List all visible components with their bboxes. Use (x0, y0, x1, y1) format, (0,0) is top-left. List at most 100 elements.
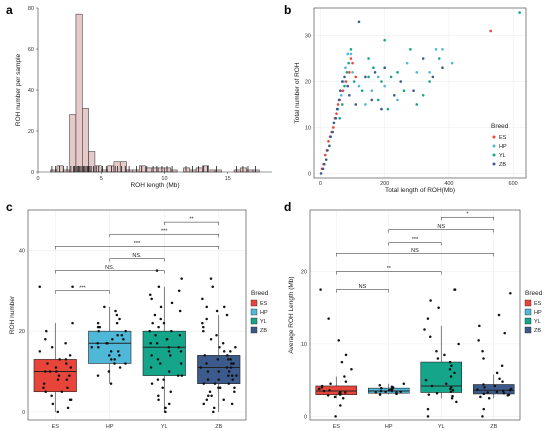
point-YL-32 (151, 321, 154, 325)
histogram-bar-1 (56, 165, 64, 173)
histogram-bar-17 (157, 167, 165, 173)
point-HP-10 (387, 389, 391, 392)
point-HP-26 (96, 321, 100, 325)
point-ZB-29 (230, 362, 233, 365)
point-YL-3 (450, 397, 454, 400)
point-HP-12 (97, 346, 100, 349)
point-HP-6 (351, 71, 354, 74)
histogram-bar-29 (252, 169, 260, 173)
point-ZB-16 (348, 93, 351, 97)
point-ZB-34 (226, 354, 229, 357)
point-ZB-28 (431, 75, 435, 79)
box-YL (420, 361, 463, 393)
point-YL-6 (435, 391, 439, 395)
point-ZB-42 (215, 333, 218, 337)
point-HP-7 (109, 358, 113, 361)
x-tick-label-2: 10 (161, 176, 167, 182)
point-ES-10 (336, 103, 340, 106)
point-ZB-46 (205, 317, 208, 321)
legend-label-ZB: ZB (534, 328, 541, 334)
point-ZB-41 (209, 337, 213, 341)
legend-label-ES: ES (260, 301, 268, 307)
point-YL-10 (180, 374, 184, 377)
point-YL-25 (426, 317, 430, 320)
x-tick-label-ES: ES (52, 424, 60, 430)
y-axis-label: Average ROH Length (Mb) (288, 276, 295, 353)
panel-label-c: c (6, 200, 13, 214)
point-ZB-47 (225, 313, 229, 317)
point-ZB-28 (205, 362, 208, 365)
point-ES-1 (339, 404, 342, 407)
point-YL-4 (157, 394, 160, 398)
point-ES-28 (44, 337, 47, 341)
point-YL-36 (178, 309, 182, 313)
legend-label-ES: ES (499, 135, 507, 141)
point-YL-18 (169, 354, 172, 357)
point-YL-23 (428, 335, 432, 338)
point-YL-20 (443, 353, 446, 357)
point-ES-18 (54, 366, 58, 369)
point-ZB-23 (383, 66, 386, 70)
point-YL-42 (157, 285, 161, 288)
point-ZB-17 (501, 380, 504, 383)
histogram-bar-2 (63, 169, 70, 173)
point-ES-8 (42, 386, 45, 389)
histogram-bar-3 (69, 114, 77, 173)
x-tick-label-3: 15 (225, 176, 231, 182)
point-ES-14 (348, 71, 351, 74)
point-ZB-26 (225, 366, 229, 369)
point-ES-29 (45, 329, 48, 333)
point-YL-1 (340, 103, 344, 106)
point-HP-29 (114, 309, 117, 313)
legend-swatch-HP (524, 308, 532, 316)
significance-label-4: NS (437, 224, 445, 230)
point-YL-6 (352, 80, 356, 83)
point-YL-22 (167, 346, 171, 349)
y-axis-label: Total number of ROH (294, 62, 301, 123)
point-ZB-0 (319, 172, 323, 175)
point-HP-18 (450, 61, 454, 65)
point-YL-17 (450, 364, 453, 367)
point-ZB-3 (479, 395, 482, 399)
point-ZB-19 (495, 371, 499, 375)
y-tick-label-2: 20 (305, 80, 311, 86)
y-tick-label-1: 20 (28, 129, 34, 135)
significance-label-2: NS (411, 248, 419, 254)
point-ZB-16 (482, 383, 485, 386)
x-tick-label-1: 200 (380, 181, 389, 187)
point-ZB-53 (215, 309, 219, 313)
histogram-bar-22 (195, 167, 203, 173)
point-YL-14 (449, 375, 453, 378)
significance-label-4: *** (161, 229, 168, 235)
point-YL-9 (156, 378, 160, 381)
point-YL-15 (158, 362, 162, 365)
legend-swatch-YL (524, 317, 532, 325)
x-tick-label-0: 0 (36, 176, 39, 182)
point-YL-7 (449, 390, 453, 394)
legend-swatch-ZB (524, 326, 532, 334)
point-YL-6 (161, 386, 164, 389)
y-tick-label-0: 0 (31, 170, 34, 176)
point-ES-16 (55, 370, 58, 373)
significance-bracket-4 (388, 229, 494, 233)
point-ZB-32 (216, 358, 220, 361)
significance-bracket-4 (109, 233, 219, 238)
point-YL-29 (453, 288, 456, 291)
box-HP (88, 330, 132, 364)
point-ZB-25 (229, 366, 233, 369)
point-HP-5 (384, 390, 387, 394)
point-ZB-27 (421, 57, 425, 60)
point-ES-31 (38, 285, 41, 288)
y-tick-label-1: 10 (301, 342, 307, 348)
point-ES-12 (341, 89, 345, 93)
point-YL-15 (402, 89, 406, 93)
y-tick-label-2: 40 (19, 248, 25, 254)
point-YL-3 (157, 398, 160, 402)
x-tick-label-YL: YL (161, 424, 168, 430)
significance-bracket-5 (164, 221, 219, 226)
point-ES-15 (349, 57, 353, 60)
point-YL-14 (179, 362, 183, 365)
point-YL-28 (154, 333, 157, 337)
point-HP-0 (109, 382, 113, 385)
point-YL-0 (338, 116, 341, 120)
